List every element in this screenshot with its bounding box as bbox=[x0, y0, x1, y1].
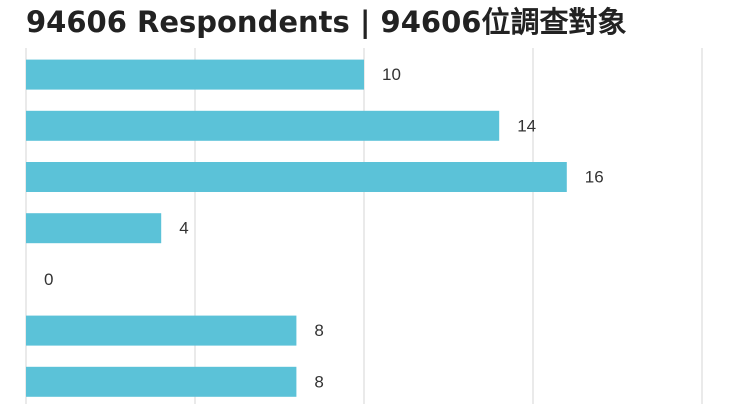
value-label: 10 bbox=[382, 65, 401, 84]
value-label: 4 bbox=[179, 219, 188, 238]
bar bbox=[26, 315, 297, 346]
bar bbox=[26, 366, 297, 397]
value-label: 8 bbox=[314, 321, 323, 340]
value-label: 0 bbox=[44, 270, 53, 289]
bar bbox=[26, 162, 567, 192]
value-label: 14 bbox=[517, 116, 536, 135]
bar bbox=[26, 110, 500, 141]
value-label: 8 bbox=[314, 372, 323, 391]
chart-title: 94606 Respondents | 94606位調查對象 bbox=[26, 5, 626, 39]
bar bbox=[26, 59, 364, 90]
bar bbox=[26, 213, 162, 244]
value-label: 16 bbox=[585, 167, 604, 186]
